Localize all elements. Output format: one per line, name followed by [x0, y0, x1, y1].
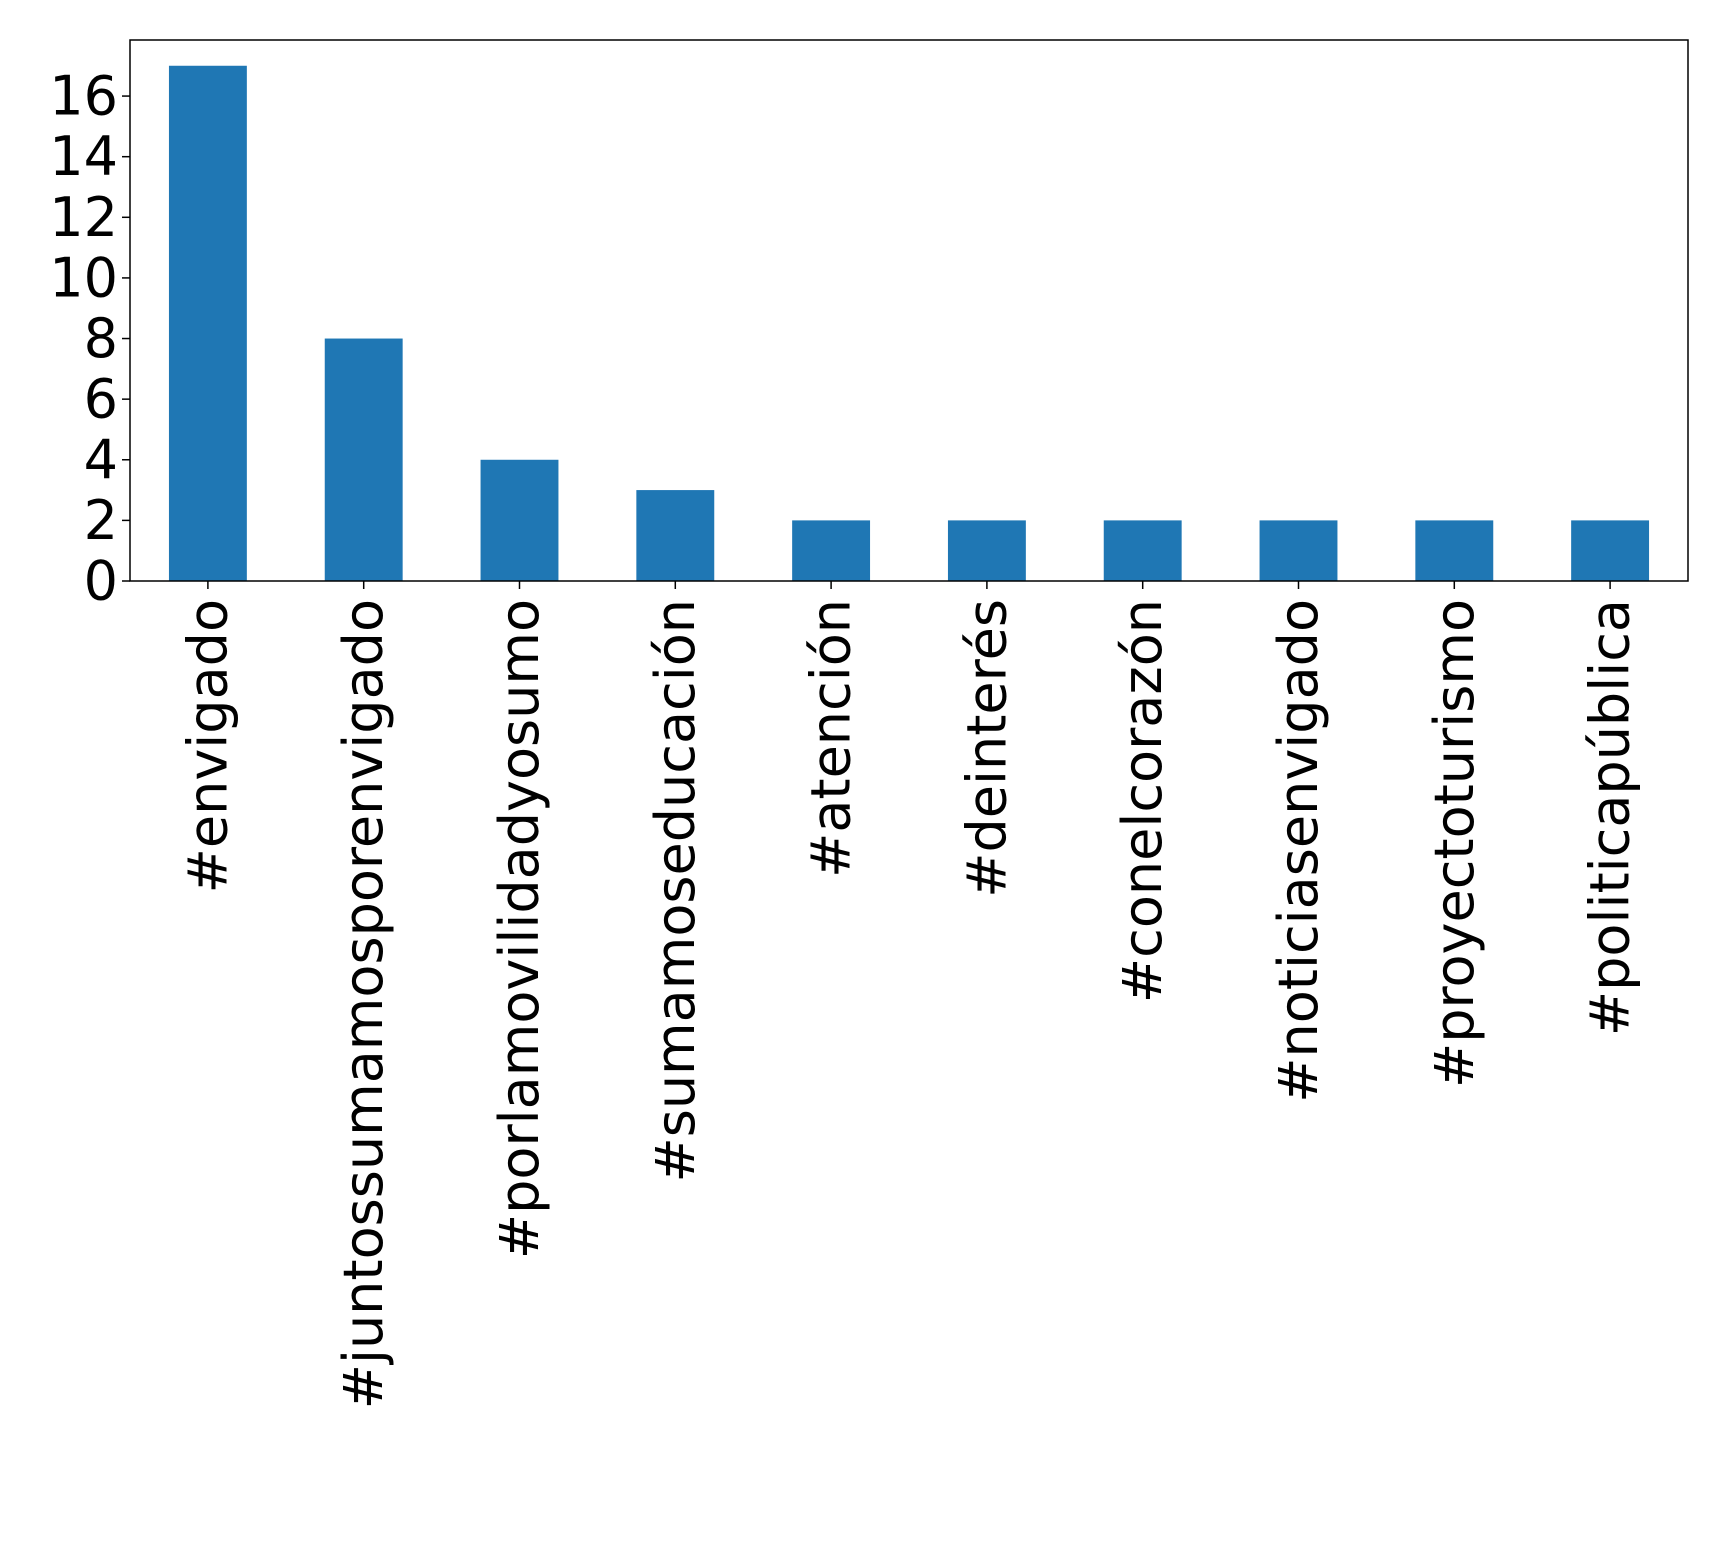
bar-7 [1259, 520, 1338, 581]
y-tick-label-0: 0 [84, 550, 118, 613]
x-tick-label-2: #porlamovilidadyosumo [488, 599, 551, 1259]
x-tick-label-4: #atención [800, 599, 863, 878]
x-tick-label-1: #juntossumamosporenvigado [332, 599, 395, 1409]
x-tick-label-7: #noticiasenvigado [1267, 599, 1330, 1103]
x-tick-label-0: #envigado [176, 599, 239, 893]
bar-0 [168, 65, 247, 581]
x-tick-label-5: #deinterés [955, 599, 1018, 898]
bar-1 [324, 338, 403, 581]
x-tick-label-3: #sumamoseducación [644, 599, 707, 1183]
y-tick-label-2: 4 [84, 428, 118, 491]
bar-6 [1103, 520, 1182, 581]
bar-9 [1571, 520, 1650, 581]
plot-frame [129, 39, 1689, 582]
y-tick-label-1: 2 [84, 489, 118, 552]
y-tick-label-7: 14 [49, 125, 118, 188]
y-tick-label-8: 16 [49, 65, 118, 128]
y-tick-label-5: 10 [49, 246, 118, 309]
y-tick-label-3: 6 [84, 368, 118, 431]
bar-2 [480, 459, 559, 581]
x-tick-label-8: #proyectoturismo [1423, 599, 1486, 1088]
x-tick-label-6: #conelcorazón [1111, 599, 1174, 1003]
bars-group [168, 65, 1650, 581]
bar-4 [792, 520, 871, 581]
y-tick-label-4: 8 [84, 307, 118, 370]
x-axis: #envigado #juntossumamosporenvigado #porla… [176, 581, 1642, 1409]
bar-8 [1415, 520, 1494, 581]
bar-3 [636, 490, 715, 581]
x-tick-label-9: #politicapública [1579, 599, 1642, 1036]
y-tick-label-6: 12 [49, 186, 118, 249]
bar-5 [947, 520, 1026, 581]
